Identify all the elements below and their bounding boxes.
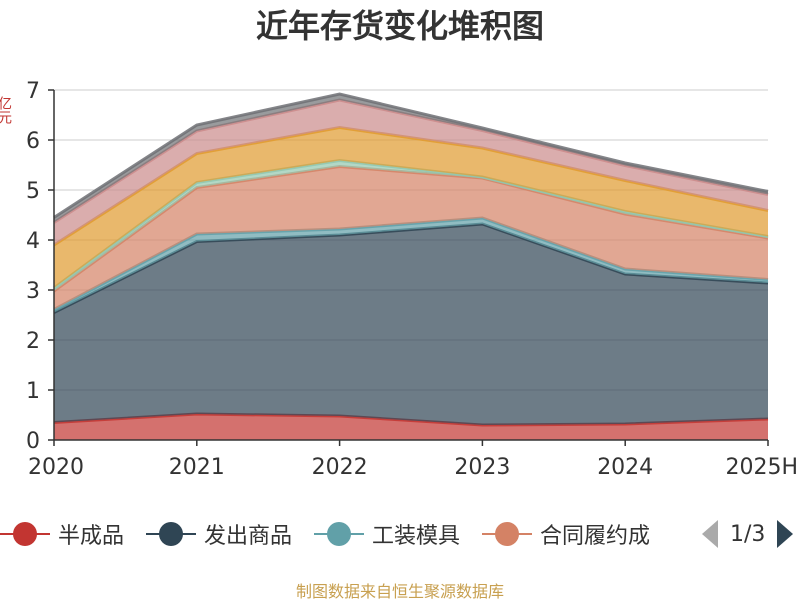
area-series-5[interactable] <box>54 127 768 289</box>
area-series-0[interactable] <box>54 414 768 440</box>
legend-marker-1 <box>146 521 197 547</box>
legend-marker-2 <box>314 521 365 547</box>
area-series <box>53 92 769 440</box>
x-tick-label: 2025H <box>725 455 798 480</box>
legend-item-3[interactable]: 合同履约成 <box>482 518 650 550</box>
legend-marker-0 <box>0 521 50 547</box>
y-tick-label: 6 <box>26 129 40 154</box>
legend-label: 发出商品 <box>204 524 293 549</box>
y-tick-label: 2 <box>26 329 40 354</box>
chart-title: 近年存货变化堆积图 <box>255 7 544 45</box>
legend-item-1[interactable]: 发出商品 <box>146 518 292 550</box>
y-tick-label: 4 <box>26 229 40 254</box>
legend-dot-1 <box>159 522 184 546</box>
legend-dot-0 <box>13 522 37 546</box>
legend: 半成品 发出商品 工装模具 合同履约成 <box>0 514 800 554</box>
legend-item-0[interactable]: 半成品 <box>0 518 124 550</box>
x-tick-label: 2022 <box>312 455 368 480</box>
prev-page-arrow-icon[interactable] <box>702 520 718 548</box>
y-tick-label: 0 <box>26 429 40 454</box>
y-tick-label: 1 <box>26 379 40 404</box>
legend-label: 半成品 <box>58 524 125 549</box>
legend-label: 工装模具 <box>372 524 461 549</box>
x-tick-label: 2024 <box>597 455 653 480</box>
y-tick-label: 7 <box>26 79 40 104</box>
area-series-1[interactable] <box>54 224 768 425</box>
x-tick-label: 2021 <box>169 455 225 480</box>
legend-marker-3 <box>482 521 533 547</box>
legend-dot-3 <box>495 522 520 546</box>
legend-page-indicator: 1/3 <box>730 521 766 547</box>
y-tick-label: 3 <box>26 279 40 304</box>
data-source-note: 制图数据来自恒生聚源数据库 <box>295 582 504 601</box>
x-tick-label: 2020 <box>28 455 84 480</box>
series-line-7 <box>53 92 769 219</box>
y-axis-unit: 亿元 <box>0 96 12 124</box>
legend-pager: 1/3 <box>702 520 794 548</box>
area-series-3[interactable] <box>54 166 768 310</box>
next-page-arrow-icon[interactable] <box>777 520 794 548</box>
area-series-6[interactable] <box>54 100 768 245</box>
legend-item-2[interactable]: 工装模具 <box>314 518 460 550</box>
y-tick-label: 5 <box>26 179 40 204</box>
legend-dot-2 <box>327 522 352 546</box>
legend-label: 合同履约成 <box>540 524 651 549</box>
axes: 0 1 2 3 4 5 6 7 2020 2021 2022 2023 2024 2025H <box>26 79 798 480</box>
x-tick-label: 2023 <box>454 455 510 480</box>
